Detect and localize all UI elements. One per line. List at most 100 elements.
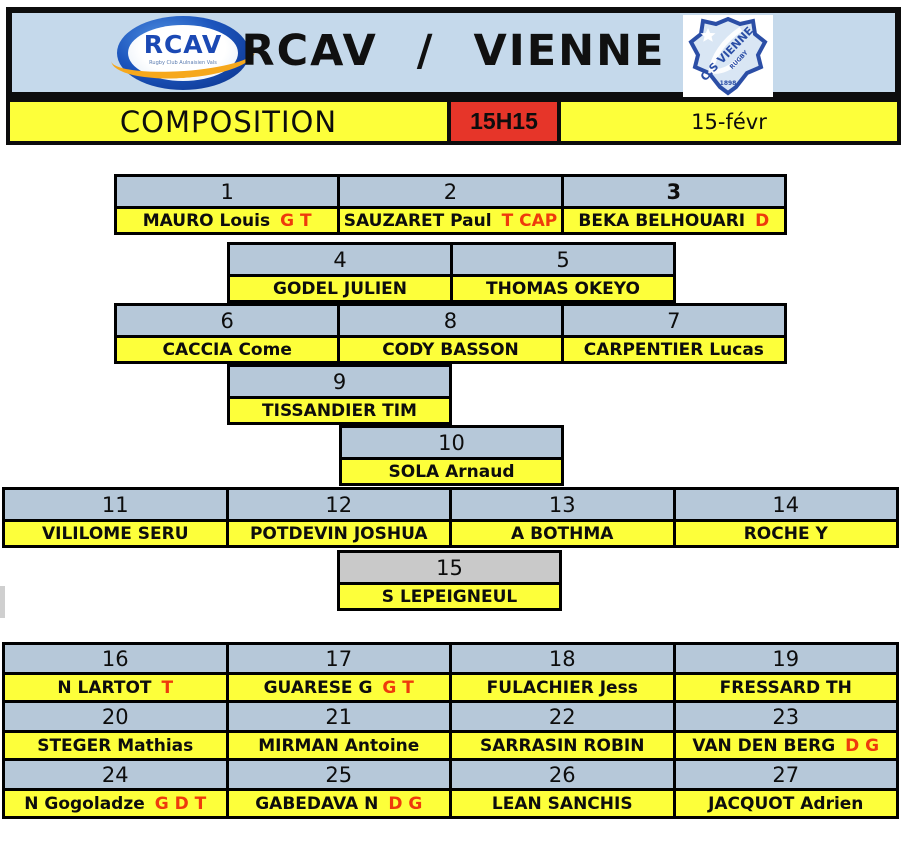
player-name-cell: S LEPEIGNEUL [337, 582, 562, 611]
player-name: GUARESE G [263, 677, 373, 698]
player-name: THOMAS OKEYO [486, 278, 640, 299]
player-name-cell: N LARTOT T [2, 672, 229, 703]
player-tags: T CAP [501, 210, 558, 231]
player-name: N LARTOT [57, 677, 152, 698]
player-name-cell: MIRMAN Antoine [225, 730, 452, 761]
player-name-cell: BEKA BELHOUARI D [560, 206, 788, 235]
player-name: VAN DEN BERG [692, 735, 836, 756]
position-number-cell: 6 [113, 303, 341, 338]
player-name-cell: MAURO Louis G T [113, 206, 341, 235]
player-name: ROCHE Y [743, 523, 828, 544]
shield-icon: C.S VIENNE RUGBY 1898 [688, 16, 768, 96]
three-quarters-block: 11 12 13 14 VILILOME SERU POTDEVIN JOSHUA A BO… [2, 487, 899, 548]
player-name: FULACHIER Jess [486, 677, 638, 698]
front-row-block: 1 2 3 MAURO Louis G T SAUZARET Paul T CAP BEKA … [113, 174, 788, 235]
player-name: A BOTHMA [511, 523, 614, 544]
player-tags: D [755, 210, 770, 231]
second-row-block: 4 5 GODEL JULIEN THOMAS OKEYO [227, 242, 676, 303]
player-name-cell: VILILOME SERU [2, 519, 229, 548]
player-name: S LEPEIGNEUL [381, 586, 518, 607]
player-name: SARRASIN ROBIN [479, 735, 645, 756]
composition-label: COMPOSITION [6, 98, 451, 145]
position-number-cell: 13 [449, 487, 676, 522]
player-name: MAURO Louis [142, 210, 271, 231]
player-name: CODY BASSON [382, 339, 519, 360]
player-name-cell: TISSANDIER TIM [227, 396, 452, 425]
scrollbar-artifact [0, 586, 5, 618]
player-name-cell: SOLA Arnaud [339, 457, 564, 486]
player-name-cell: CARPENTIER Lucas [560, 335, 788, 364]
player-name: SOLA Arnaud [388, 461, 515, 482]
player-name: CACCIA Come [162, 339, 292, 360]
match-date: 15-févr [557, 98, 901, 145]
player-name-cell: FULACHIER Jess [449, 672, 676, 703]
position-number-cell: 17 [225, 642, 452, 675]
player-name-cell: JACQUOT Adrien [672, 788, 899, 819]
position-number-cell: 9 [227, 364, 452, 399]
player-tags: G D T [154, 793, 207, 814]
player-name: TISSANDIER TIM [262, 400, 417, 421]
rcav-logo: RCAV Rugby Club Aulnaisien Vals [109, 16, 257, 90]
player-name-cell: SARRASIN ROBIN [449, 730, 676, 761]
position-number-cell: 14 [672, 487, 899, 522]
player-name-cell: CACCIA Come [113, 335, 341, 364]
position-number-cell: 2 [337, 174, 564, 209]
player-name: GABEDAVA N [255, 793, 379, 814]
player-name-cell: GABEDAVA N D G [225, 788, 452, 819]
kickoff-time: 15H15 [447, 98, 561, 145]
position-number-cell: 4 [227, 242, 453, 277]
rcav-logo-subtext: Rugby Club Aulnaisien Vals [149, 60, 217, 66]
fullback-block: 15 S LEPEIGNEUL [337, 550, 562, 611]
match-header: RCAV Rugby Club Aulnaisien Vals RCAV / V… [6, 7, 901, 98]
position-number-cell: 21 [225, 700, 452, 733]
rcav-logo-text: RCAV [143, 30, 223, 59]
position-number-cell: 20 [2, 700, 229, 733]
player-name: GODEL JULIEN [272, 278, 407, 299]
player-name-cell: A BOTHMA [449, 519, 676, 548]
fly-half-block: 10 SOLA Arnaud [339, 425, 564, 486]
player-tags: D G [845, 735, 880, 756]
position-number-cell: 10 [339, 425, 564, 460]
position-number-cell: 16 [2, 642, 229, 675]
player-tags: T [161, 677, 174, 698]
position-number-cell: 1 [113, 174, 341, 209]
player-name-cell: SAUZARET Paul T CAP [337, 206, 564, 235]
player-name: FRESSARD TH [719, 677, 852, 698]
player-name: VILILOME SERU [41, 523, 189, 544]
position-number-cell: 22 [449, 700, 676, 733]
position-number-cell: 15 [337, 550, 562, 585]
position-number-cell: 18 [449, 642, 676, 675]
page-title: RCAV / VIENNE [241, 25, 666, 76]
position-number-cell: 3 [560, 174, 788, 209]
svg-text:1898: 1898 [720, 80, 737, 87]
player-name: N Gogoladze [24, 793, 145, 814]
position-number-cell: 11 [2, 487, 229, 522]
player-name: BEKA BELHOUARI [578, 210, 746, 231]
player-name-cell: STEGER Mathias [2, 730, 229, 761]
player-name: MIRMAN Antoine [258, 735, 420, 756]
player-name-cell: CODY BASSON [337, 335, 564, 364]
vienne-shield-logo: C.S VIENNE RUGBY 1898 [683, 15, 773, 97]
position-number-cell: 19 [672, 642, 899, 675]
player-tags: G T [382, 677, 414, 698]
position-number-cell: 23 [672, 700, 899, 733]
position-number-cell: 5 [450, 242, 676, 277]
player-name-cell: GODEL JULIEN [227, 274, 453, 303]
position-number-cell: 24 [2, 758, 229, 791]
player-name: POTDEVIN JOSHUA [249, 523, 428, 544]
rcav-logo-inner [128, 25, 238, 81]
player-name-cell: N Gogoladze G D T [2, 788, 229, 819]
player-name-cell: ROCHE Y [672, 519, 899, 548]
player-name-cell: FRESSARD TH [672, 672, 899, 703]
position-number-cell: 8 [337, 303, 564, 338]
player-name: LEAN SANCHIS [491, 793, 633, 814]
player-name: CARPENTIER Lucas [583, 339, 764, 360]
player-name-cell: POTDEVIN JOSHUA [225, 519, 452, 548]
player-name-cell: LEAN SANCHIS [449, 788, 676, 819]
player-name-cell: VAN DEN BERG D G [672, 730, 899, 761]
position-number-cell: 26 [449, 758, 676, 791]
player-name: SAUZARET Paul [343, 210, 492, 231]
player-tags: D G [388, 793, 423, 814]
scrum-half-block: 9 TISSANDIER TIM [227, 364, 452, 425]
